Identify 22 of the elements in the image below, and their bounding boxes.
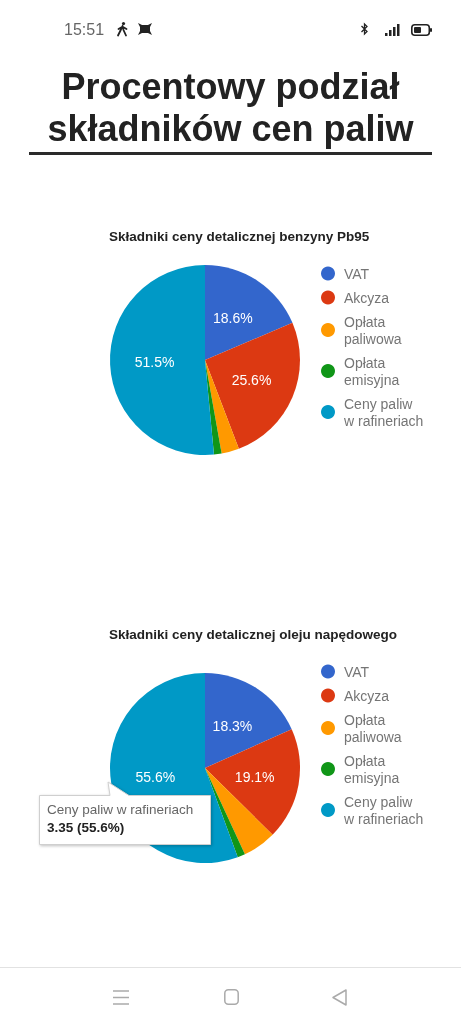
legend-label: Ceny paliw w rafineriach [343, 793, 424, 827]
chart-subtitle: Składniki ceny detalicznej benzyny Pb95 [109, 228, 370, 244]
legend-label: Opłata emisyjna [344, 354, 400, 388]
data-label: 55.6% [135, 768, 176, 785]
text: 3.35 (55.6%) [47, 819, 126, 837]
legend-label: Opłata paliwowa [344, 711, 402, 745]
slice-label: Ceny paliw w rafineriach [47, 801, 195, 819]
chart-title: Składniki ceny detalicznej oleju napędowego [109, 626, 398, 642]
legend-label: Akcyza [344, 687, 390, 704]
legend-label: Akcyza [344, 289, 390, 306]
legend-label: VAT [344, 265, 370, 282]
text: 15:51 [64, 21, 105, 38]
legend-label: Ceny paliw w rafineriach [343, 395, 424, 429]
data-label: 51.5% [134, 354, 175, 371]
data-label: 25.6% [231, 371, 272, 388]
legend-label: Opłata paliwowa [344, 313, 402, 347]
data-label: 18.3% [212, 717, 253, 734]
legend-label: VAT [344, 663, 370, 680]
data-label: 19.1% [234, 768, 275, 785]
data-label: 18.6% [213, 309, 253, 326]
legend-label: Opłata emisyjna [344, 752, 400, 786]
chart-title: Procentowy podział składników cen paliw [46, 66, 415, 150]
